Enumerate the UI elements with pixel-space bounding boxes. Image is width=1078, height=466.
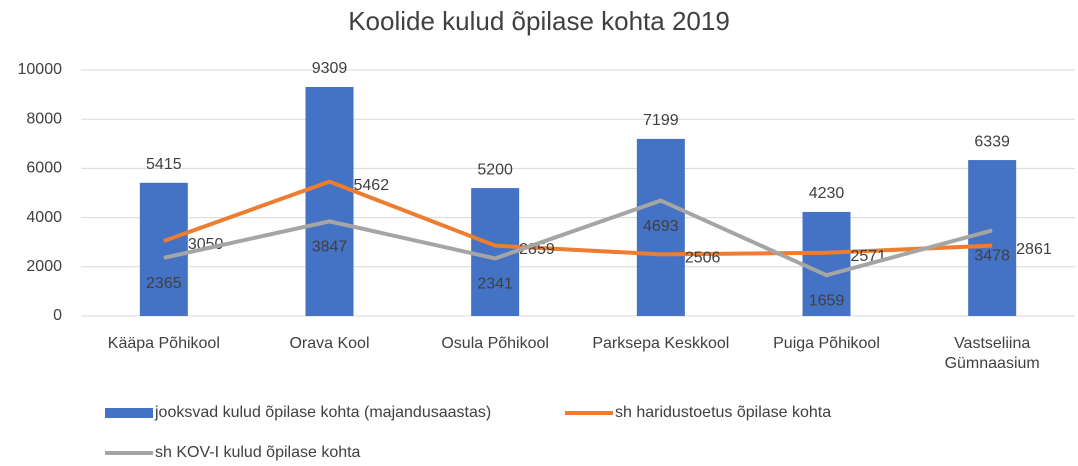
legend-label: jooksvad kulud õpilase kohta (majandusaa… xyxy=(154,404,491,421)
data-label: 3847 xyxy=(312,239,348,256)
legend-label: sh KOV-I kulud õpilase kohta xyxy=(155,444,361,461)
y-tick-label: 6000 xyxy=(26,160,62,177)
y-tick-label: 10000 xyxy=(18,61,63,78)
x-tick-label: Vastseliina Gümnaasium xyxy=(944,335,1040,372)
data-label: 5415 xyxy=(146,156,182,173)
data-label: 3478 xyxy=(974,248,1010,265)
bar xyxy=(139,182,188,316)
y-tick-label: 0 xyxy=(53,307,62,324)
data-label: 5462 xyxy=(354,177,390,194)
x-tick-label: Orava Kool xyxy=(289,335,370,352)
bar xyxy=(636,138,685,316)
legend-swatch xyxy=(105,408,153,418)
line xyxy=(163,179,993,257)
x-tick-label: Puiga Põhikool xyxy=(773,335,880,352)
data-label: 9309 xyxy=(312,60,348,77)
bar xyxy=(968,160,1017,316)
bar xyxy=(305,86,354,316)
bar xyxy=(802,211,851,316)
data-label: 2365 xyxy=(146,275,182,292)
y-tick-label: 8000 xyxy=(26,110,62,127)
data-label: 2506 xyxy=(685,250,721,267)
data-label: 7199 xyxy=(643,112,679,129)
data-label: 4230 xyxy=(809,185,845,202)
data-label: 2861 xyxy=(1016,241,1052,258)
legend-label: sh haridustoetus õpilase kohta xyxy=(615,404,831,421)
y-tick-label: 2000 xyxy=(26,258,62,275)
data-label: 6339 xyxy=(974,133,1010,150)
chart-title: Koolide kulud õpilase kohta 2019 xyxy=(348,6,730,36)
y-tick-label: 4000 xyxy=(26,209,62,226)
line xyxy=(163,198,993,278)
data-label: 1659 xyxy=(809,292,845,309)
x-tick-label: Osula Põhikool xyxy=(441,335,549,352)
x-tick-label: Kääpa Põhikool xyxy=(107,335,220,352)
data-label: 4693 xyxy=(643,218,679,235)
x-tick-label: Parksepa Keskkool xyxy=(592,335,730,352)
data-label: 5200 xyxy=(477,161,513,178)
data-label: 2341 xyxy=(477,276,513,293)
